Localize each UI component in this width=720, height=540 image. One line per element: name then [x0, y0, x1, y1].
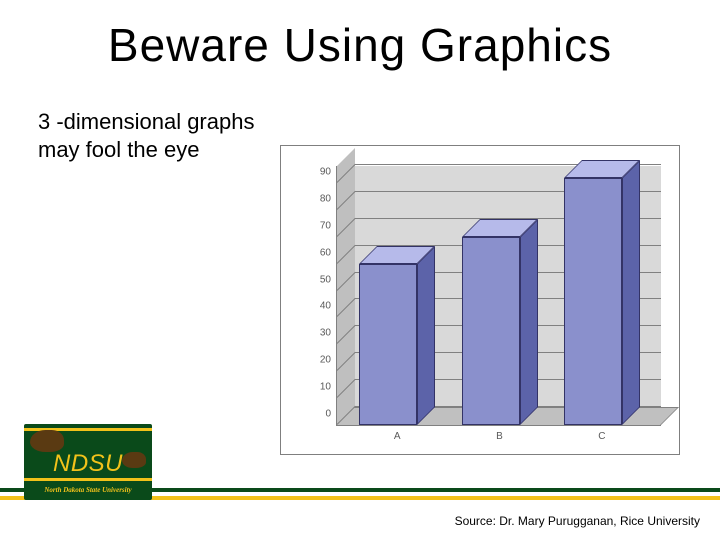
logo-subtext: North Dakota State University — [24, 486, 152, 494]
slide: Beware Using Graphics 3 -dimensional gra… — [0, 0, 720, 540]
x-axis-label: C — [598, 431, 605, 442]
bar-C — [564, 160, 640, 425]
y-axis-label: 0 — [325, 409, 331, 420]
bison-icon — [30, 430, 64, 452]
y-axis-label: 40 — [320, 301, 331, 312]
y-axis-label: 90 — [320, 167, 331, 178]
y-axis-label: 70 — [320, 220, 331, 231]
logo-text: NDSU — [24, 450, 152, 478]
source-citation: Source: Dr. Mary Purugganan, Rice Univer… — [455, 514, 700, 528]
chart-plot-area: 0102030405060708090 ABC — [336, 166, 661, 426]
x-axis-label: A — [394, 431, 401, 442]
y-axis-label: 20 — [320, 355, 331, 366]
y-axis-label: 30 — [320, 328, 331, 339]
bar-A — [359, 246, 435, 425]
bar-chart-3d: 0 10 20 30 40 50 60 70 80 90 A B C — [280, 145, 680, 455]
y-axis-label: 80 — [320, 193, 331, 204]
x-axis-label: B — [496, 431, 503, 442]
slide-title: Beware Using Graphics — [0, 18, 720, 72]
slide-subtitle: 3 -dimensional graphs may fool the eye — [38, 108, 268, 163]
ndsu-logo: NDSU North Dakota State University — [24, 424, 152, 500]
y-axis-label: 60 — [320, 247, 331, 258]
y-axis-label: 10 — [320, 382, 331, 393]
y-axis-label: 50 — [320, 274, 331, 285]
bar-B — [462, 219, 538, 425]
